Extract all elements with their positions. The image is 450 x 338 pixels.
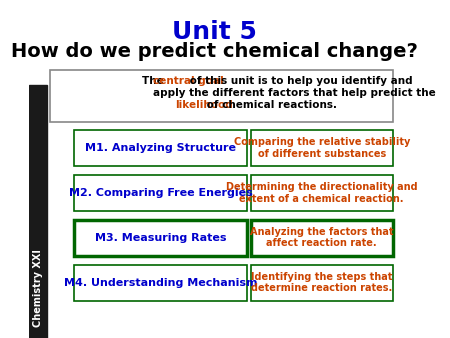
Bar xyxy=(29,85,47,338)
FancyBboxPatch shape xyxy=(74,220,247,256)
FancyBboxPatch shape xyxy=(74,265,247,300)
Text: apply the different factors that help predict the: apply the different factors that help pr… xyxy=(153,88,436,98)
Text: Determining the directionality and
extent of a chemical reaction.: Determining the directionality and exten… xyxy=(226,182,418,203)
Text: Unit 5: Unit 5 xyxy=(172,20,256,44)
Text: M3. Measuring Rates: M3. Measuring Rates xyxy=(95,233,226,243)
Text: of this unit is to help you identify and: of this unit is to help you identify and xyxy=(186,76,413,86)
FancyBboxPatch shape xyxy=(251,175,393,211)
FancyBboxPatch shape xyxy=(50,70,393,122)
FancyBboxPatch shape xyxy=(251,220,393,256)
Text: central goal: central goal xyxy=(153,76,224,86)
Text: How do we predict chemical change?: How do we predict chemical change? xyxy=(11,42,418,61)
Text: M2. Comparing Free Energies: M2. Comparing Free Energies xyxy=(69,188,252,198)
FancyBboxPatch shape xyxy=(251,130,393,166)
FancyBboxPatch shape xyxy=(74,175,247,211)
Text: Analyzing the factors that
affect reaction rate.: Analyzing the factors that affect reacti… xyxy=(250,227,393,248)
Text: likelihood: likelihood xyxy=(175,100,233,110)
FancyBboxPatch shape xyxy=(74,130,247,166)
Text: The: The xyxy=(142,76,167,86)
Text: Identifying the steps that
determine reaction rates.: Identifying the steps that determine rea… xyxy=(251,272,392,293)
Text: Comparing the relative stability
of different substances: Comparing the relative stability of diff… xyxy=(234,137,410,159)
Text: M4. Understanding Mechanism: M4. Understanding Mechanism xyxy=(64,277,257,288)
Text: M1. Analyzing Structure: M1. Analyzing Structure xyxy=(86,143,236,153)
Text: Chemistry XXI: Chemistry XXI xyxy=(33,249,43,327)
FancyBboxPatch shape xyxy=(251,265,393,300)
Text: of chemical reactions.: of chemical reactions. xyxy=(203,100,337,110)
